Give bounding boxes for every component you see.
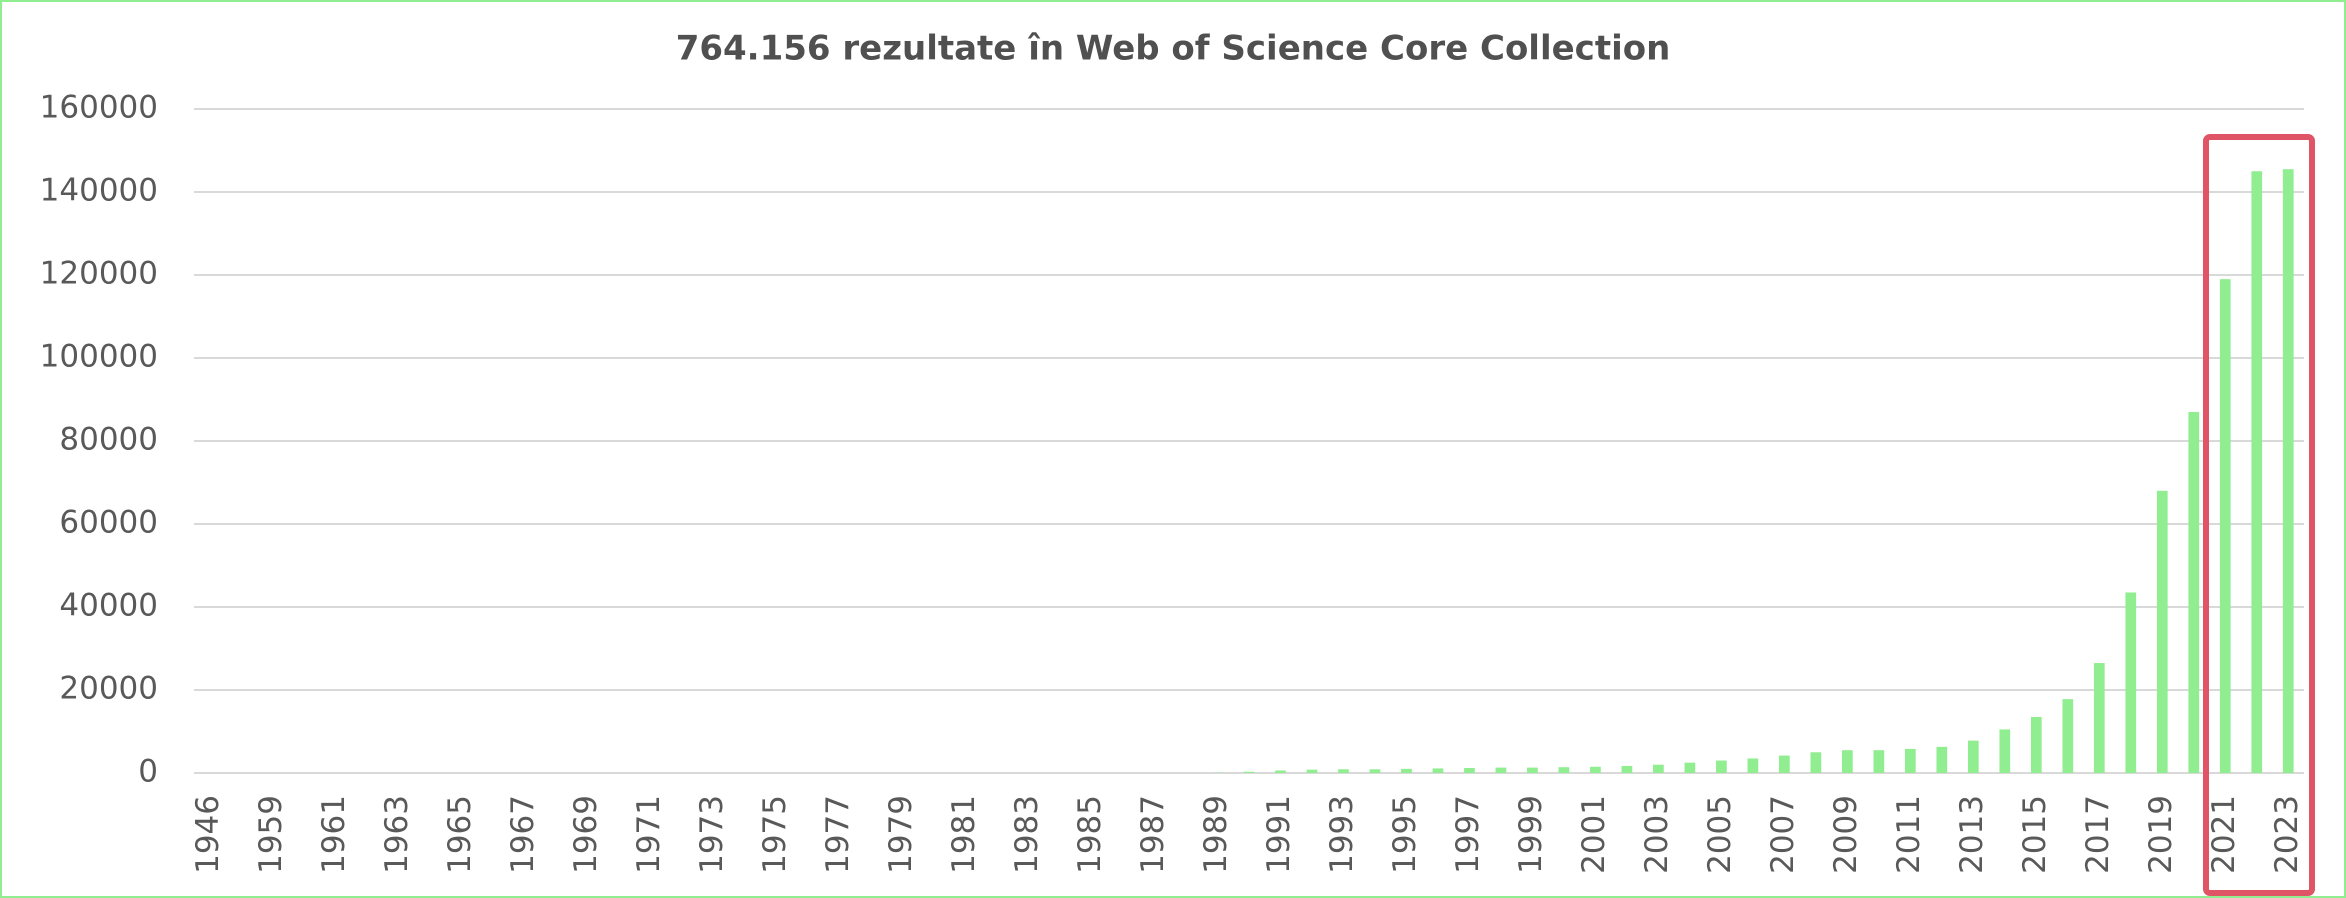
bar [1495,767,1507,773]
x-tick-label: 1981 [946,795,982,874]
x-tick-label: 1989 [1198,795,1234,874]
y-tick-label: 100000 [40,339,158,375]
bar [2062,699,2074,773]
bar [1967,740,1979,773]
bar [1873,750,1885,773]
y-tick-label: 60000 [59,505,158,541]
y-tick-label: 20000 [59,671,158,707]
x-tick-label: 1999 [1513,795,1549,874]
x-tick-label: 1961 [316,795,352,874]
bar [1338,769,1349,773]
x-tick-label: 1979 [883,795,919,874]
bar [1810,752,1822,773]
x-tick-label: 1973 [694,795,730,874]
x-tick-label: 1963 [379,795,415,874]
y-tick-label: 160000 [40,90,158,126]
bar [1747,758,1759,773]
bar [1306,769,1318,773]
y-tick-label: 120000 [40,256,158,292]
bar [2030,716,2042,773]
bar [1716,760,1727,773]
x-tick-label: 2021 [2206,795,2242,874]
y-tick-label: 80000 [59,422,158,458]
y-tick-label: 140000 [40,173,158,209]
x-tick-label: 1977 [820,795,856,874]
bar [1558,767,1570,773]
bar [1527,767,1538,773]
x-tick-label: 1985 [1072,795,1108,874]
x-tick-label: 1997 [1450,795,1486,874]
bar [1590,766,1601,773]
bar [2156,490,2168,773]
x-tick-label: 2005 [1702,795,1738,874]
x-tick-label: 1946 [190,795,226,874]
x-tick-label: 2009 [1828,795,1864,874]
x-tick-label: 1987 [1135,795,1171,874]
bar [2125,592,2137,773]
x-tick-label: 1983 [1009,795,1045,874]
x-tick-label: 1965 [442,795,478,874]
bar [1684,762,1696,773]
bar [1432,768,1444,773]
highlight-box [2203,134,2315,896]
bar [1904,748,1916,773]
bar [2188,411,2200,773]
x-tick-label: 2017 [2080,795,2116,874]
bar [1243,771,1255,773]
x-tick-label: 1971 [631,795,667,874]
bar [1369,769,1381,773]
x-tick-label: 2013 [1954,795,1990,874]
chart-title: 764.156 rezultate în Web of Science Core… [676,29,1671,69]
bar [2251,171,2263,773]
y-tick-label: 0 [138,754,158,790]
x-tick-label: 1967 [505,795,541,874]
x-tick-label: 2007 [1765,795,1801,874]
x-tick-label: 1969 [568,795,604,874]
x-tick-label: 2001 [1576,795,1612,874]
bar [1999,729,2011,773]
x-tick-label: 1991 [1261,795,1297,874]
x-tick-label: 2003 [1639,795,1675,874]
bar [1275,770,1286,773]
bar [1842,750,1853,773]
bar [1779,755,1790,773]
bar [1936,746,1948,773]
bar [1401,768,1412,773]
bar [1653,764,1664,773]
x-tick-label: 2015 [2017,795,2053,874]
x-tick-label: 1959 [253,795,289,874]
x-tick-label: 1995 [1387,795,1423,874]
x-tick-label: 2011 [1891,795,1927,874]
bar [2282,169,2294,774]
plot: 0 20000 40000 60000 80000 100000 120000 140000 1… [40,90,2305,874]
bar [1464,768,1475,773]
x-tick-label: 2023 [2269,795,2305,874]
x-tick-label: 1993 [1324,795,1360,874]
bar [1621,765,1633,773]
y-tick-label: 40000 [59,588,158,624]
x-tick-label: 2019 [2143,795,2179,874]
x-tick-label: 1975 [757,795,793,874]
bar [2093,663,2105,773]
bar [2219,279,2231,773]
